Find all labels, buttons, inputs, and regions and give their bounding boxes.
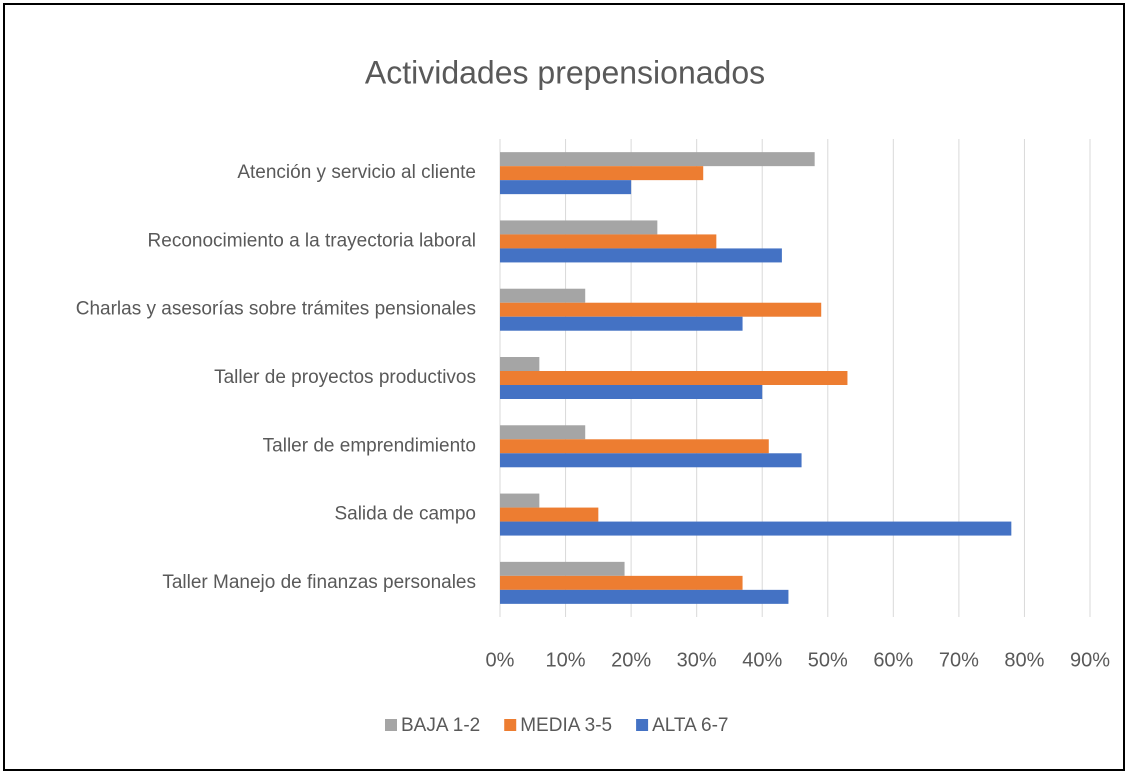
x-tick-label: 0% xyxy=(486,649,515,671)
y-tick-label: Taller de emprendimiento xyxy=(263,435,476,456)
y-tick-label: Reconocimiento a la trayectoria laboral xyxy=(148,230,476,251)
bar xyxy=(500,302,822,317)
x-tick-label: 50% xyxy=(808,649,848,671)
bar xyxy=(500,507,599,522)
bar xyxy=(500,521,1012,536)
x-tick-label: 80% xyxy=(1004,649,1044,671)
x-tick-label: 30% xyxy=(677,649,717,671)
legend-label: ALTA 6-7 xyxy=(652,715,728,736)
legend-label: BAJA 1-2 xyxy=(401,715,480,736)
bar xyxy=(500,220,658,235)
bar xyxy=(500,561,625,576)
bar xyxy=(500,453,802,468)
bar xyxy=(500,234,717,249)
bar xyxy=(500,357,540,371)
bar xyxy=(500,575,743,590)
y-tick-label: Taller Manejo de finanzas personales xyxy=(162,572,476,593)
bar xyxy=(500,166,704,181)
legend-swatch xyxy=(385,719,397,731)
x-tick-label: 60% xyxy=(873,649,913,671)
legend-swatch xyxy=(504,719,517,731)
bar xyxy=(500,180,632,195)
x-tick-label: 90% xyxy=(1070,649,1110,671)
x-tick-label: 70% xyxy=(939,649,979,671)
bar xyxy=(500,316,743,331)
bar xyxy=(500,425,586,440)
legend-label: MEDIA 3-5 xyxy=(520,715,612,736)
y-tick-label: Salida de campo xyxy=(334,504,476,525)
bar xyxy=(500,493,540,508)
bar xyxy=(500,385,763,399)
y-tick-label: Atención y servicio al cliente xyxy=(237,162,476,183)
bar xyxy=(500,288,586,303)
chart-title: Actividades prepensionados xyxy=(365,54,765,90)
x-tick-label: 10% xyxy=(546,649,586,671)
x-tick-label: 40% xyxy=(742,649,782,671)
bar xyxy=(500,589,789,604)
bar xyxy=(500,439,769,454)
y-tick-label: Taller de proyectos productivos xyxy=(214,367,476,388)
legend-swatch xyxy=(636,719,649,731)
x-tick-label: 20% xyxy=(611,649,651,671)
bar xyxy=(500,152,815,167)
y-tick-label: Charlas y asesorías sobre trámites pensi… xyxy=(76,299,476,320)
bar xyxy=(500,371,848,385)
bar xyxy=(500,248,782,263)
